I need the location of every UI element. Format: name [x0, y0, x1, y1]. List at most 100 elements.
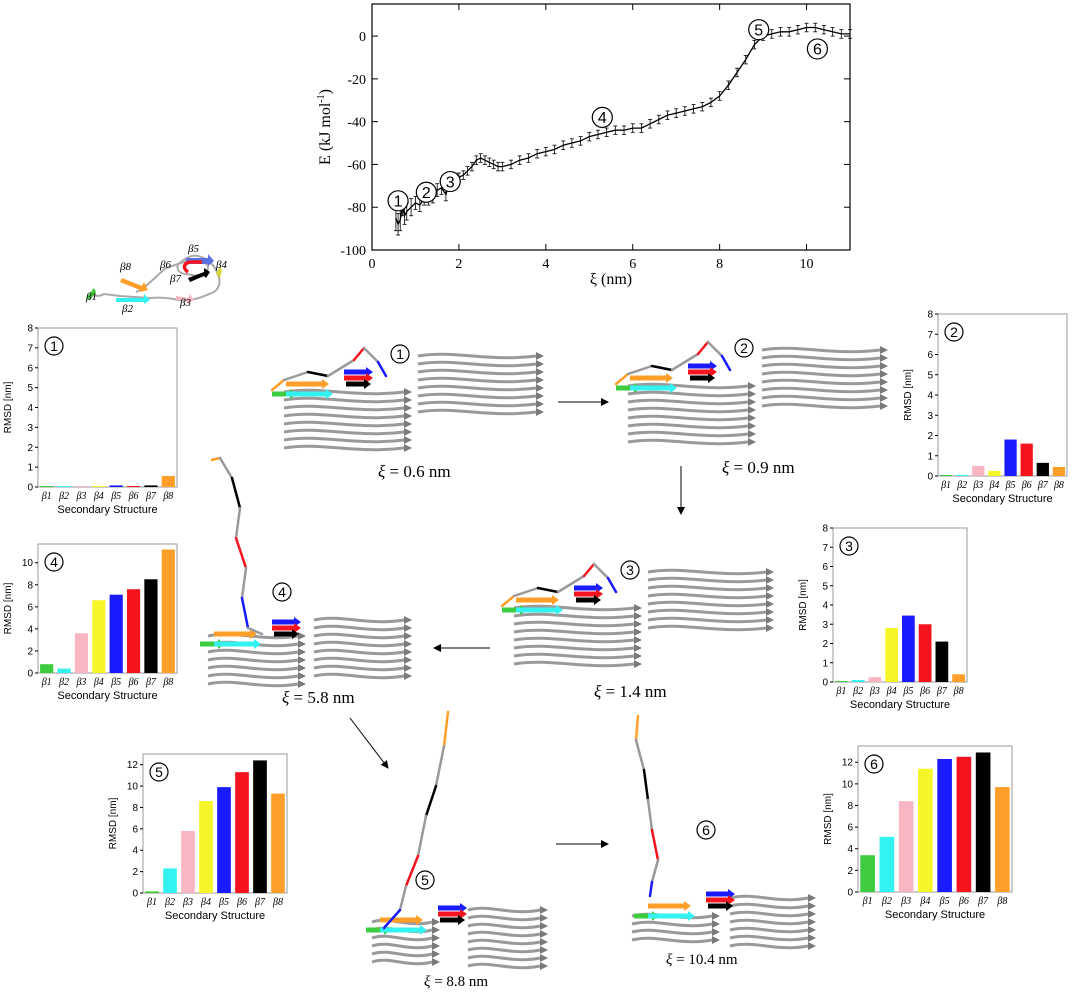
rmsd_6-bar-3: [898, 801, 914, 892]
rmsd_3-xtick-label-6: β6: [919, 686, 930, 697]
s1-left-fibril-sheet-arrowhead: [404, 388, 412, 396]
energy-marker-5-text: 5: [754, 22, 763, 39]
legend-label-b3: β3: [179, 297, 191, 309]
beta2-strand: [116, 294, 150, 304]
rmsd_3-bar-5: [902, 615, 915, 682]
rmsd_5-xtick-label-3: β3: [182, 897, 193, 908]
snapshot-3-structure: 3: [500, 560, 774, 668]
energy-marker-2-text: 2: [422, 185, 431, 202]
s6-right-fibril-sheet-arrowhead: [808, 902, 816, 910]
s3-beta7-strand: [576, 595, 601, 605]
s2-right-fibril-sheet-arrowhead: [880, 346, 888, 354]
s4-right-fibril-sheet: [313, 624, 405, 632]
energy-y-axis-label: E (kJ mol-1): [316, 89, 334, 165]
s2-left-fibril-sheet-arrowhead: [748, 382, 756, 390]
s6-left-fibril-sheet: [631, 928, 713, 936]
s6-right-fibril-sheet: [729, 926, 809, 934]
rmsd_5-ytick-label: 4: [132, 846, 138, 857]
rmsd_5-bar-3: [181, 830, 195, 893]
s2-right-fibril-sheet-arrowhead: [880, 394, 888, 402]
s5-beta5-strand: [438, 903, 467, 913]
s6-beta8-strand: [648, 901, 691, 911]
s2-right-fibril-sheet: [761, 394, 881, 402]
beta8-strand: [120, 278, 148, 292]
rmsd_1-ytick-label: 6: [27, 363, 33, 374]
s5-left-fibril-sheet: [371, 934, 433, 942]
rmsd_4-xtick-label-2: β2: [58, 677, 69, 688]
s6-beta5-strand: [706, 889, 735, 899]
s1-marker-circle: [390, 344, 410, 364]
rmsd_6-state-marker: 6: [864, 754, 884, 774]
s4-left-fibril-sheet: [207, 656, 299, 664]
rmsd_6-ytick-label: 4: [847, 844, 853, 855]
s1-left-fibril-sheet: [283, 420, 405, 428]
rmsd_6-bar-8: [995, 787, 1010, 892]
s1-left-fibril-sheet: [283, 436, 405, 444]
s2-right-fibril-sheet: [761, 362, 881, 370]
s4-left-fibril-sheet-arrowhead: [298, 640, 306, 648]
rmsd_6-bar-7: [975, 752, 991, 892]
rmsd_6-bar-6: [956, 756, 972, 892]
s6-right-fibril-sheet-arrowhead: [808, 918, 816, 926]
s3-left-fibril-sheet-arrowhead: [634, 612, 642, 620]
energy-marker-4-circle: [591, 106, 613, 128]
s5-beta2-strand: [380, 925, 427, 935]
rmsd_1-ytick-label: 5: [27, 383, 33, 394]
rmsd_1-bar-1: [40, 486, 54, 488]
s2-chain-segment: [650, 364, 674, 372]
rmsd_6-ytick-label: 10: [842, 779, 854, 790]
s4-chain-segment: [218, 456, 234, 480]
snapshot-3-xi-label: ξ = 1.4 nm: [594, 682, 667, 701]
s6-left-fibril-sheet-arrowhead: [712, 936, 720, 944]
s2-right-fibril-sheet: [761, 386, 881, 394]
s4-right-fibril-sheet-arrowhead: [404, 640, 412, 648]
rmsd_2-ytick-label: 4: [927, 391, 933, 402]
rmsd_2-ytick-label: 3: [927, 411, 933, 422]
s5-right-fibril-sheet: [467, 962, 541, 970]
s1-left-fibril-sheet-arrowhead: [404, 404, 412, 412]
rmsd_4-ytick-label: 8: [27, 580, 33, 591]
s4-right-fibril-sheet-arrowhead: [404, 616, 412, 624]
s6-right-fibril-sheet: [729, 918, 809, 926]
s1-marker: 1: [390, 344, 410, 364]
rmsd_5-y-axis-label: RMSD [nm]: [108, 797, 119, 849]
s5-right-fibril-sheet-arrowhead: [540, 938, 548, 946]
rmsd_3-y-axis-label: RMSD [nm]: [798, 579, 809, 631]
rmsd_5-bar-1: [145, 891, 159, 893]
s1-beta2-strand: [286, 389, 333, 399]
rmsd_1-state-marker-circle: [44, 336, 64, 356]
s5-marker-circle: [415, 870, 435, 890]
s6-right-fibril-sheet: [729, 942, 809, 950]
rmsd_4-ytick-label: 10: [22, 558, 34, 569]
s5-left-fibril-sheet-arrowhead: [432, 918, 440, 926]
beta4-strand: [216, 266, 222, 278]
s6-group: 6: [631, 714, 816, 950]
s6-marker-circle: [696, 820, 716, 840]
energy-xtick-label-6: 6: [629, 257, 636, 272]
s2-left-fibril-sheet: [627, 398, 749, 406]
rmsd_2-ytick-label: 0: [927, 472, 933, 483]
rmsd_4-ytick-label: 6: [27, 602, 33, 613]
rmsd_6-ytick-label: 0: [847, 888, 853, 899]
s2-left-fibril-sheet-arrowhead: [748, 422, 756, 430]
rmsd_6-bar-5: [937, 758, 952, 892]
s1-left-fibril-sheet-arrowhead: [404, 428, 412, 436]
rmsd_1-ytick-label: 4: [27, 403, 33, 414]
s1-right-fibril-sheet-arrowhead: [536, 360, 544, 368]
rmsd_1-ytick-label: 8: [27, 324, 33, 335]
rmsd_3-ytick-label: 0: [822, 678, 828, 689]
energy-marker-6: 6: [806, 38, 829, 60]
s1-left-fibril-sheet-arrowhead: [404, 436, 412, 444]
snapshot-2-xi-label: ξ = 0.9 nm: [722, 458, 795, 477]
rmsd_2-xtick-label-1: β1: [940, 480, 951, 491]
s4-right-fibril-sheet: [313, 672, 405, 680]
s3-beta2-strand: [516, 605, 563, 615]
s1-chain-segment: [306, 370, 330, 378]
rmsd_2-bar-3: [972, 465, 985, 476]
s3-right-fibril-sheet-arrowhead: [766, 608, 774, 616]
s2-chain-segment: [706, 340, 724, 358]
s3-chain-segment: [592, 562, 610, 580]
s6-marker-text: 6: [702, 822, 710, 838]
s3-left-fibril-sheet: [513, 628, 635, 636]
s1-right-fibril-sheet: [417, 376, 537, 384]
